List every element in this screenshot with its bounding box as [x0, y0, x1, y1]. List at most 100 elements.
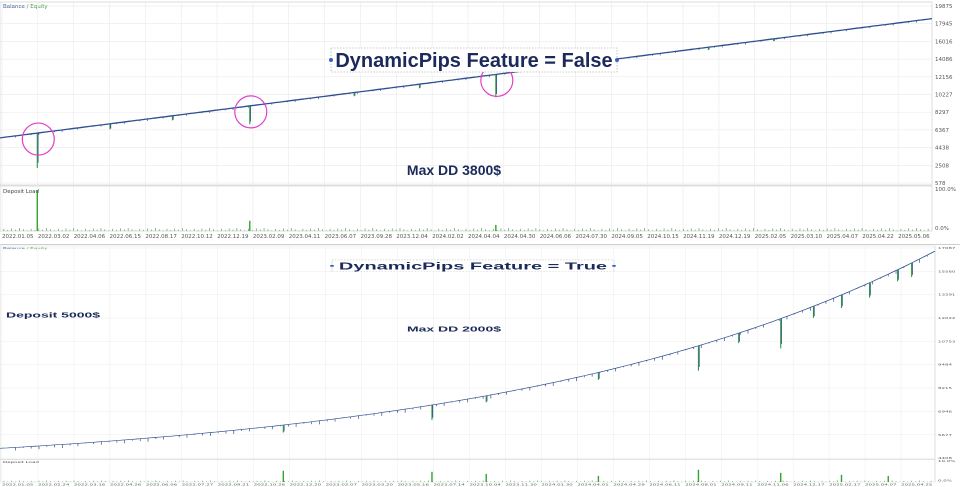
y-tick-label: 5677 [938, 433, 952, 437]
x-tick-label: 2022.04.06 [74, 234, 106, 240]
banner-handle-left [330, 264, 334, 267]
x-tick-label: 2024.04.29 [613, 483, 645, 487]
y-tick-label: 17087 [938, 246, 956, 250]
x-tick-label: 2024.06.06 [540, 234, 572, 240]
x-tick-label: 2022.08.17 [145, 234, 177, 240]
x-tick-label: 2025.04.07 [826, 234, 858, 240]
top-chart-panel: Balance / Equity 19875 17945 16016 14086 1215… [0, 0, 960, 243]
balance-line [0, 17, 933, 139]
banner-handle-right [612, 264, 616, 267]
x-tick-label: 2023.02.07 [326, 483, 358, 487]
x-tick-label: 2024.07.30 [576, 234, 608, 240]
deposit-load-frame [0, 459, 936, 483]
y-tick-label: 17945 [935, 22, 953, 28]
drawdown-highlight-circle [234, 95, 268, 129]
x-tick-label: 2022.02.24 [38, 483, 70, 487]
x-tick-label: 2025.05.06 [898, 234, 930, 240]
deposit-load-tick-min: 0.0% [938, 479, 952, 483]
deposit-load-label: Deposit Load [3, 461, 39, 465]
x-tick-label: 2024.12.17 [793, 483, 825, 487]
banner-handle-left [329, 58, 333, 62]
y-tick-label: 14086 [935, 57, 953, 63]
x-tick-label: 2023.02.09 [253, 234, 285, 240]
x-tick-label: 2022.01.05 [2, 234, 34, 240]
y-tick-label: 578 [935, 181, 946, 187]
y-tick-label: 12022 [938, 317, 956, 321]
main-plot-frame [0, 245, 936, 460]
x-tick-label: 2024.11.19 [683, 234, 715, 240]
x-tick-label: 2022.07.27 [182, 483, 214, 487]
y-tick-label: 8297 [935, 110, 949, 116]
balance-line [0, 250, 936, 449]
deposit-load-tick-max: 10.0% [938, 460, 955, 464]
legend-equity: Equity [30, 246, 48, 250]
max-dd-annotation: Max DD 3800$ [407, 162, 501, 178]
x-tick-label: 2023.07.14 [434, 483, 466, 487]
x-tick-label: 2024.06.11 [649, 483, 681, 487]
y-tick-label: 19875 [935, 4, 953, 10]
x-tick-label: 2022.06.06 [146, 483, 178, 487]
y-tick-label: 4438 [935, 146, 949, 152]
bottom-chart: Balance / Equity 17087 15560 13291 12022 1075… [0, 245, 956, 487]
legend: Balance / Equity [3, 4, 48, 10]
x-tick-label: 2023.03.20 [362, 483, 394, 487]
x-tick-label: 2022.01.05 [2, 483, 34, 487]
x-tick-label: 2025.02.05 [755, 234, 787, 240]
x-tick-label: 2024.01.30 [541, 483, 573, 487]
drawdown-highlight-circle [21, 122, 55, 156]
legend-balance: Balance [3, 246, 25, 250]
deposit-load-tick-min: 0.0% [935, 226, 949, 232]
x-tick-label: 2024.10.15 [647, 234, 679, 240]
x-tick-label: 2022.06.15 [110, 234, 142, 240]
feature-banner-text: DynamicPips Feature = True [339, 261, 607, 272]
x-tick-label: 2024.04.04 [468, 234, 500, 240]
y-tick-label: 15560 [938, 270, 956, 274]
x-tick-label: 2023.10.04 [469, 483, 501, 487]
max-dd-annotation: Max DD 2000$ [407, 326, 501, 334]
x-tick-label: 2023.12.04 [396, 234, 428, 240]
x-tick-label: 2025.04.25 [901, 483, 933, 487]
y-tick-label: 4408 [938, 457, 952, 461]
x-tick-label: 2025.02.17 [829, 483, 861, 487]
x-tick-label: 2025.04.07 [865, 483, 897, 487]
y-tick-label: 6367 [935, 128, 949, 134]
x-tick-label: 2022.10.26 [254, 483, 286, 487]
x-tick-label: 2022.10.12 [181, 234, 213, 240]
x-tick-label: 2022.04.26 [110, 483, 142, 487]
legend-equity: Equity [30, 4, 48, 10]
y-tick-label: 13291 [938, 293, 956, 297]
x-tick-label: 2022.12.19 [217, 234, 249, 240]
x-tick-label: 2022.03.16 [74, 483, 106, 487]
deposit-load-tick-max: 100.0% [935, 187, 956, 193]
x-tick-label: 2022.03.02 [38, 234, 70, 240]
y-tick-label: 9484 [938, 363, 952, 367]
x-tick-label: 2025.04.22 [862, 234, 894, 240]
legend: Balance / Equity [3, 246, 48, 250]
x-tick-label: 2022.12.20 [290, 483, 322, 487]
x-tick-label: 2024.11.06 [757, 483, 789, 487]
x-tick-label: 2024.09.11 [721, 483, 753, 487]
x-tick-label: 2023.11.30 [505, 483, 537, 487]
x-tick-label: 2023.05.16 [398, 483, 430, 487]
x-tick-label: 2024.09.05 [611, 234, 643, 240]
y-tick-label: 10753 [938, 340, 956, 344]
x-tick-label: 2023.04.11 [289, 234, 321, 240]
y-tick-label: 2508 [935, 163, 949, 169]
bottom-chart-panel: Balance / Equity 17087 15560 13291 12022 1075… [0, 244, 960, 487]
y-tick-label: 16016 [935, 39, 953, 45]
x-tick-label: 2023.09.28 [360, 234, 392, 240]
legend-separator: / [25, 4, 30, 10]
x-tick-label: 2024.02.02 [432, 234, 464, 240]
top-chart: Balance / Equity 19875 17945 16016 14086 1215… [0, 1, 956, 240]
main-plot-frame [0, 1, 933, 186]
deposit-load-label: Deposit Load [3, 189, 39, 195]
legend-separator: / [25, 246, 30, 250]
y-tick-label: 8215 [938, 387, 952, 391]
y-tick-label: 6946 [938, 410, 952, 414]
x-tick-label: 2025.03.10 [791, 234, 823, 240]
x-tick-label: 2023.06.07 [325, 234, 357, 240]
x-tick-label: 2024.04.30 [504, 234, 536, 240]
deposit-annotation: Deposit 5000$ [6, 312, 100, 320]
x-tick-label: 2022.09.21 [218, 483, 250, 487]
feature-banner-text: DynamicPips Feature = False [335, 50, 612, 72]
